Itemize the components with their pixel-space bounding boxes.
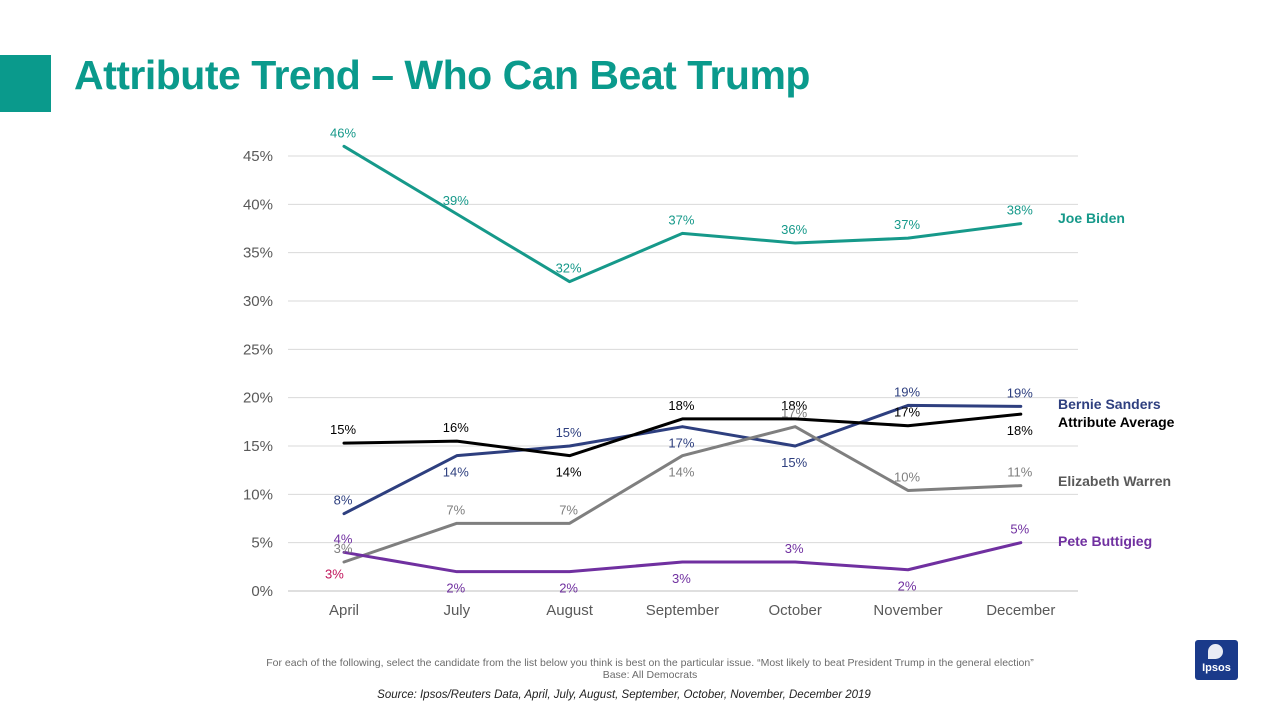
data-label-bernie-sanders: 19%: [1007, 385, 1033, 400]
series-line-bernie-sanders: [342, 403, 1023, 516]
legend-label-elizabeth-warren: Elizabeth Warren: [1058, 473, 1171, 489]
y-tick-label: 15%: [243, 438, 273, 455]
data-label-joe-biden: 46%: [330, 125, 356, 140]
y-tick-label: 5%: [251, 535, 273, 552]
data-label-extra: 3%: [325, 567, 344, 582]
ipsos-logo: Ipsos: [1195, 640, 1238, 680]
data-label-elizabeth-warren: 7%: [446, 502, 465, 517]
data-label-bernie-sanders: 15%: [556, 425, 582, 440]
y-tick-label: 45%: [243, 148, 273, 165]
survey-base: Base: All Democrats: [602, 669, 698, 681]
data-label-bernie-sanders: 8%: [334, 493, 353, 508]
x-tick-label: September: [646, 602, 719, 619]
data-label-joe-biden: 37%: [894, 217, 920, 232]
data-label-attribute-average: 18%: [781, 398, 807, 413]
data-label-pete-buttigieg: 3%: [785, 541, 804, 556]
x-tick-label: July: [443, 602, 470, 619]
source-note: Source: Ipsos/Reuters Data, April, July,…: [377, 689, 871, 701]
y-tick-label: 25%: [243, 341, 273, 358]
data-label-attribute-average: 17%: [894, 405, 920, 420]
y-tick-label: 35%: [243, 245, 273, 262]
data-label-joe-biden: 32%: [556, 261, 582, 276]
data-label-bernie-sanders: 19%: [894, 384, 920, 399]
x-tick-label: August: [546, 602, 594, 619]
data-label-pete-buttigieg: 2%: [898, 579, 917, 594]
y-tick-label: 10%: [243, 486, 273, 503]
x-tick-label: April: [329, 602, 359, 619]
legend-label-joe-biden: Joe Biden: [1058, 210, 1125, 226]
data-label-joe-biden: 38%: [1007, 203, 1033, 218]
survey-question: For each of the following, select the ca…: [266, 657, 1034, 669]
data-label-elizabeth-warren: 10%: [894, 469, 920, 484]
data-label-pete-buttigieg: 2%: [446, 581, 465, 596]
x-tick-label: October: [769, 602, 822, 619]
data-label-attribute-average: 14%: [556, 465, 582, 480]
series-line-elizabeth-warren: [342, 425, 1023, 564]
line-chart: 0% 5% 10% 15% 20% 25% 30% 35% 40% 45% April July Aug…: [243, 125, 1175, 619]
x-tick-label: November: [873, 602, 942, 619]
legend-label-pete-buttigieg: Pete Buttigieg: [1058, 533, 1152, 549]
data-label-pete-buttigieg: 2%: [559, 581, 578, 596]
data-label-pete-buttigieg: 5%: [1010, 522, 1029, 537]
data-label-attribute-average: 15%: [330, 422, 356, 437]
data-label-elizabeth-warren: 17%: [781, 406, 807, 421]
data-label-attribute-average: 16%: [443, 420, 469, 435]
x-tick-label: December: [986, 602, 1055, 619]
data-label-pete-buttigieg: 3%: [672, 571, 691, 586]
data-label-attribute-average: 18%: [668, 398, 694, 413]
data-label-elizabeth-warren: 3%: [334, 541, 353, 556]
data-label-joe-biden: 36%: [781, 222, 807, 237]
data-label-elizabeth-warren: 14%: [668, 465, 694, 480]
series-line-attribute-average: [342, 412, 1023, 458]
data-label-bernie-sanders: 14%: [443, 465, 469, 480]
title-accent-block: [0, 55, 51, 112]
series-line-pete-buttigieg: [342, 541, 1023, 574]
y-tick-label: 40%: [243, 196, 273, 213]
y-tick-label: 30%: [243, 293, 273, 310]
data-label-attribute-average: 18%: [1007, 423, 1033, 438]
slide-title: Attribute Trend – Who Can Beat Trump: [74, 52, 810, 98]
legend-label-bernie-sanders: Bernie Sanders: [1058, 396, 1161, 412]
y-tick-label: 20%: [243, 390, 273, 407]
data-label-joe-biden: 37%: [668, 212, 694, 227]
data-label-bernie-sanders: 15%: [781, 455, 807, 470]
data-label-elizabeth-warren: 11%: [1007, 465, 1032, 480]
data-label-pete-buttigieg: 4%: [334, 531, 353, 546]
data-label-bernie-sanders: 17%: [668, 436, 694, 451]
legend-label-attribute-average: Attribute Average: [1058, 414, 1175, 430]
data-label-elizabeth-warren: 7%: [559, 502, 578, 517]
series-line-joe-biden: [342, 144, 1023, 284]
data-label-joe-biden: 39%: [443, 193, 469, 208]
ipsos-logo-mark: [1208, 644, 1223, 659]
ipsos-logo-text: Ipsos: [1202, 662, 1231, 674]
y-tick-label: 0%: [251, 583, 273, 600]
